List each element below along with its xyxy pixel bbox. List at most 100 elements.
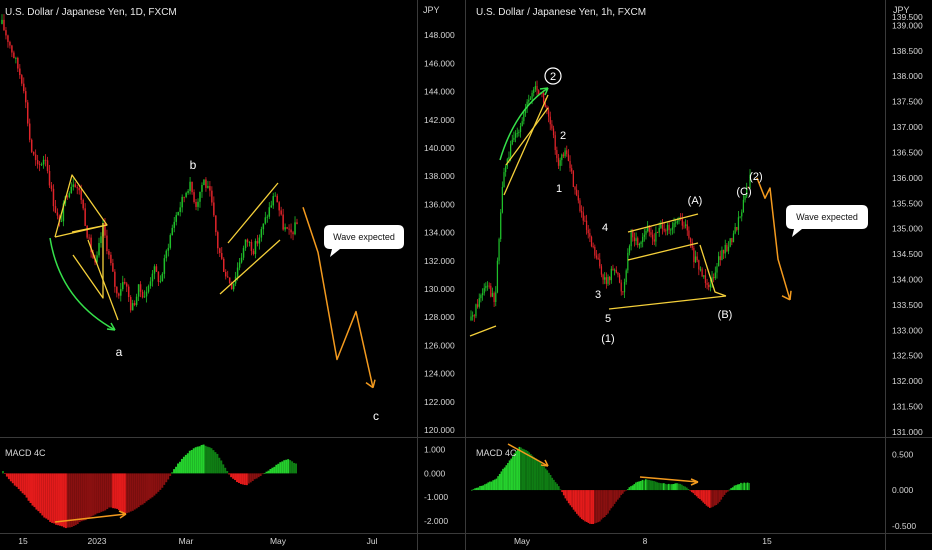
macd-bar — [741, 483, 744, 491]
macd-bar — [681, 484, 683, 491]
candle-body — [688, 230, 690, 239]
macd-bar — [738, 484, 741, 491]
macd-bar — [295, 463, 297, 474]
macd-bar — [648, 479, 650, 491]
macd-bar — [5, 473, 8, 477]
candle-body — [84, 208, 86, 226]
macd-bar — [605, 490, 608, 516]
candle-body — [618, 274, 621, 283]
candle-body — [701, 269, 703, 277]
macd-bar — [521, 448, 524, 491]
macd-bar — [29, 473, 32, 503]
candle-body — [668, 224, 670, 231]
macd-bar — [59, 473, 61, 526]
candle-body — [476, 304, 479, 307]
candle-body — [23, 83, 25, 92]
macd-bar — [515, 451, 517, 491]
hourly-start-line — [469, 325, 497, 337]
macd-bar — [232, 473, 235, 479]
candle-body — [533, 89, 535, 93]
candle-body — [704, 275, 707, 284]
candle-body — [493, 293, 495, 303]
candle-body — [475, 304, 477, 317]
candle-body — [670, 229, 672, 231]
candle-body — [594, 246, 596, 256]
candle-body — [496, 260, 499, 293]
candle-body — [118, 293, 120, 296]
candle-body — [215, 215, 217, 233]
candle-body — [112, 263, 114, 272]
candle-body — [472, 315, 474, 317]
candle-body — [248, 242, 251, 243]
macd-bar — [17, 473, 20, 490]
macd-bar — [135, 473, 138, 509]
macd-bar — [78, 473, 81, 523]
candle-body — [554, 135, 556, 151]
candle-body — [179, 207, 181, 212]
macd-bar — [644, 479, 647, 491]
candle-body — [742, 199, 745, 213]
macd-bar — [161, 473, 164, 488]
candle-body — [88, 237, 90, 239]
macd-bar — [43, 473, 46, 518]
macd-bar — [528, 452, 531, 491]
candle-body — [655, 232, 657, 242]
candle-body — [508, 156, 510, 160]
macd-bar — [633, 484, 636, 491]
macd-bar — [116, 473, 119, 509]
hourly-base-line — [608, 295, 727, 310]
candle-body — [647, 225, 649, 231]
candle-body — [747, 186, 749, 189]
candle-body — [122, 282, 124, 290]
candle-body — [706, 283, 708, 285]
candle-body — [240, 257, 243, 263]
candle-body — [574, 187, 576, 190]
candle-body — [656, 232, 659, 234]
candle-body — [100, 236, 102, 244]
macd-bar — [707, 490, 709, 507]
macd-bar — [516, 449, 519, 491]
macd-bar — [153, 473, 156, 496]
macd-bar — [275, 464, 278, 474]
candle-body — [552, 128, 555, 136]
candle-body — [40, 164, 43, 166]
candle-body — [1, 19, 3, 24]
macd-bar — [41, 473, 44, 516]
candle-body — [189, 181, 191, 191]
macd-bar — [222, 464, 225, 474]
macd-bar — [580, 490, 583, 520]
macd-bar — [617, 490, 619, 500]
daily-triangle-lines — [54, 174, 108, 238]
macd-bar — [695, 490, 698, 497]
macd-bar — [200, 444, 203, 474]
candle-body — [673, 223, 675, 228]
candle-body — [617, 272, 619, 275]
hourly-macd-panel: MACD 4C 0.500 0.000 -0.500 — [471, 443, 916, 531]
macd-bar — [623, 490, 626, 492]
candle-body — [232, 283, 235, 290]
daily-wave-label-c: c — [373, 409, 379, 423]
candle-body — [643, 234, 645, 237]
candle-body — [236, 267, 239, 277]
macd-bar — [536, 459, 539, 491]
macd-bar — [748, 483, 750, 491]
candle-body — [566, 150, 568, 155]
candle-body — [11, 45, 13, 53]
candle-body — [205, 179, 207, 188]
candle-body — [488, 285, 490, 287]
daily-macd-divergence — [54, 513, 127, 523]
candle-body — [217, 232, 219, 249]
macd-bar — [293, 462, 296, 474]
macd-bar — [265, 471, 268, 474]
macd-bar — [90, 473, 93, 517]
daily-y-tick: 126.000 — [424, 340, 455, 350]
candle-body — [524, 108, 527, 114]
candle-body — [199, 191, 201, 202]
candle-body — [536, 86, 538, 91]
daily-macd-y-tick: 1.000 — [424, 445, 446, 455]
macd-bar — [541, 464, 544, 491]
macd-bar — [118, 473, 120, 511]
macd-bar — [80, 473, 83, 522]
daily-panel: U.S. Dollar / Japanese Yen, 1D, FXCM JPY 1… — [1, 5, 455, 546]
macd-bar — [699, 490, 701, 500]
